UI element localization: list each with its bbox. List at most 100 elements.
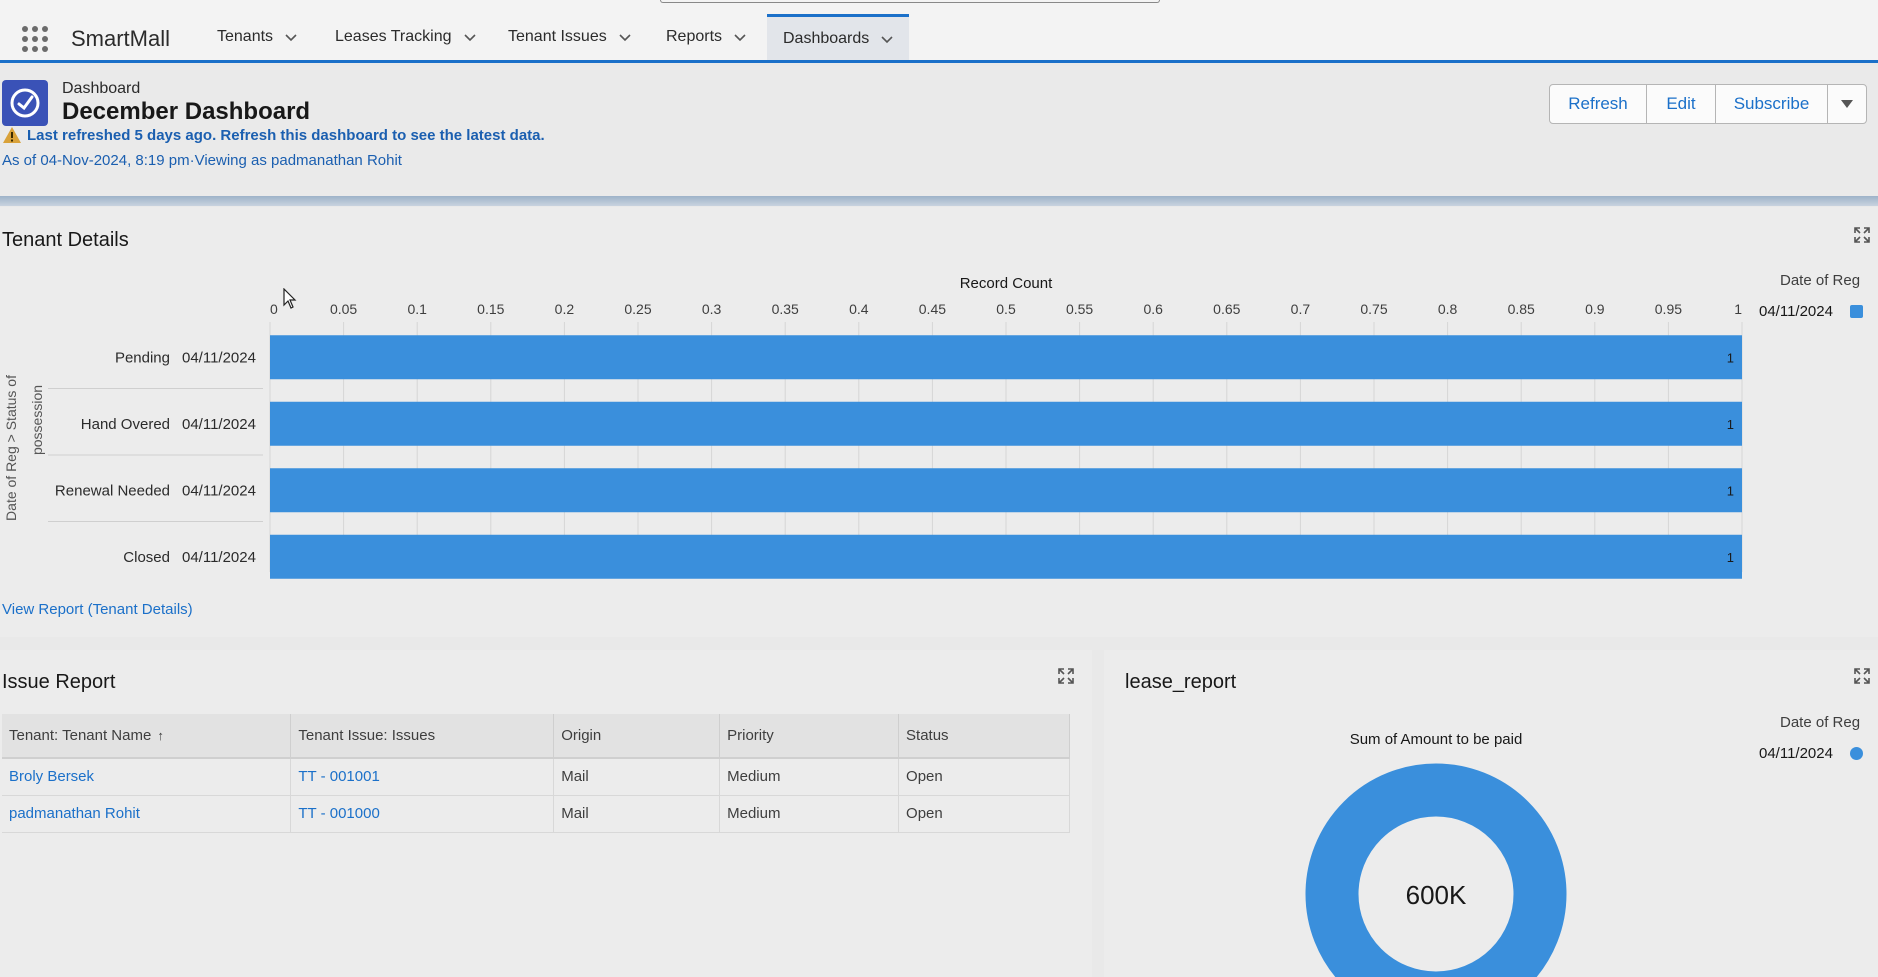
y-axis-title: Date of Reg > Status of possession — [3, 375, 45, 521]
x-tick-label: 0.85 — [1508, 301, 1535, 317]
column-header-origin[interactable]: Origin — [553, 714, 721, 759]
x-tick-label: 0.75 — [1360, 301, 1387, 317]
bar-value-label: 1 — [1727, 550, 1734, 565]
x-axis-title: Record Count — [960, 275, 1053, 292]
view-report-link[interactable]: View Report (Tenant Details) — [2, 601, 193, 618]
issue-link[interactable]: TT - 001000 — [290, 795, 555, 833]
refresh-warning: Last refreshed 5 days ago. Refresh this … — [2, 126, 545, 144]
table-row: padmanathan Rohit TT - 001000 Mail Mediu… — [2, 795, 1070, 833]
legend-item[interactable]: 04/11/2024 — [1759, 745, 1863, 762]
x-tick-label: 0.8 — [1438, 301, 1458, 317]
nav-tab-leases-tracking[interactable]: Leases Tracking — [319, 14, 492, 60]
x-tick-label: 0.4 — [849, 301, 869, 317]
more-actions-button[interactable] — [1828, 85, 1866, 123]
lease-report-title: lease_report — [1125, 671, 1237, 693]
tenant-details-bar-chart: Record Count 0 0.05 0.1 0.15 0.2 0.25 0.3 0.35 0.… — [3, 275, 1743, 579]
legend-item[interactable]: 04/11/2024 — [1759, 303, 1863, 320]
sort-ascending-icon[interactable]: ↑ — [157, 728, 164, 743]
nav-tab-label: Tenants — [217, 28, 274, 45]
tenant-name-link[interactable]: Broly Bersek — [2, 758, 292, 796]
x-tick-label: 0.2 — [555, 301, 575, 317]
caret-down-icon — [1841, 100, 1853, 108]
bar[interactable] — [270, 401, 1742, 446]
chevron-down-icon[interactable] — [463, 31, 476, 43]
app-name: SmartMall — [71, 26, 171, 51]
nav-tab-tenant-issues[interactable]: Tenant Issues — [492, 14, 647, 60]
y-category-label: Closed — [123, 549, 170, 566]
expand-icon[interactable] — [1854, 227, 1870, 243]
bar-value-label: 1 — [1727, 483, 1734, 498]
column-header-issues[interactable]: Tenant Issue: Issues — [290, 714, 555, 759]
tenant-details-title: Tenant Details — [2, 229, 129, 251]
status-cell: Open — [898, 758, 1070, 796]
legend-label: 04/11/2024 — [1759, 303, 1833, 320]
x-tick-label: 0.65 — [1213, 301, 1240, 317]
column-header-tenant-name[interactable]: Tenant: Tenant Name ↑ — [2, 714, 292, 759]
status-cell: Open — [898, 795, 1070, 833]
lease-report-panel — [1104, 650, 1878, 977]
y-subcategory-label: 04/11/2024 — [182, 482, 256, 499]
x-tick-label: 0.55 — [1066, 301, 1093, 317]
x-tick-label: 0.5 — [996, 301, 1016, 317]
column-header-priority[interactable]: Priority — [719, 714, 900, 759]
nav-tab-label: Tenant Issues — [508, 28, 607, 45]
column-header-status[interactable]: Status — [898, 714, 1070, 759]
table-row: Broly Bersek TT - 001001 Mail Medium Ope… — [2, 758, 1070, 796]
expand-icon[interactable] — [1058, 668, 1074, 684]
origin-cell: Mail — [553, 795, 721, 833]
x-tick-label: 0.45 — [919, 301, 946, 317]
column-header-label: Tenant: Tenant Name — [9, 727, 152, 744]
x-tick-label: 0 — [270, 301, 278, 317]
issue-report-table: Tenant: Tenant Name ↑ Tenant Issue: Issue… — [2, 714, 1070, 833]
y-category-label: Hand Overed — [81, 416, 170, 433]
priority-cell: Medium — [719, 795, 900, 833]
chevron-down-icon[interactable] — [285, 31, 297, 43]
y-category-label: Pending — [115, 349, 170, 366]
legend-label: 04/11/2024 — [1759, 745, 1833, 762]
x-tick-label: 0.95 — [1655, 301, 1682, 317]
warning-icon — [3, 127, 21, 143]
warning-text: Last refreshed 5 days ago. Refresh this … — [27, 126, 545, 144]
issue-link[interactable]: TT - 001001 — [290, 758, 555, 796]
nav-tab-reports[interactable]: Reports — [650, 14, 762, 60]
subscribe-button[interactable]: Subscribe — [1716, 85, 1828, 123]
y-subcategory-label: 04/11/2024 — [182, 549, 256, 566]
header-divider — [0, 196, 1878, 206]
x-tick-label: 1 — [1734, 301, 1742, 317]
tenant-name-link[interactable]: padmanathan Rohit — [2, 795, 292, 833]
nav-tab-label: Leases Tracking — [335, 28, 452, 45]
bar[interactable] — [270, 335, 1742, 380]
chevron-down-icon[interactable] — [881, 33, 893, 45]
nav-tab-label: Dashboards — [783, 29, 870, 47]
nav-tab-dashboards[interactable]: Dashboards — [767, 14, 910, 60]
expand-icon[interactable] — [1854, 668, 1870, 684]
dashboard-gauge-icon — [2, 80, 48, 126]
x-tick-label: 0.25 — [624, 301, 651, 317]
page-title: December Dashboard — [62, 98, 311, 125]
nav-tab-tenants[interactable]: Tenants — [201, 14, 313, 60]
x-tick-label: 0.05 — [330, 301, 357, 317]
edit-button[interactable]: Edit — [1647, 85, 1716, 123]
chevron-down-icon[interactable] — [734, 31, 746, 43]
legend-title: Date of Reg — [1780, 272, 1861, 289]
bar-value-label: 1 — [1727, 350, 1734, 365]
nav-tab-label: Reports — [666, 28, 723, 45]
refresh-button[interactable]: Refresh — [1550, 85, 1647, 123]
global-nav-bar: SmartMall Tenants Leases Tracking Tenant… — [0, 0, 1878, 63]
x-tick-label: 0.1 — [407, 301, 427, 317]
legend-swatch — [1849, 747, 1863, 760]
priority-cell: Medium — [719, 758, 900, 796]
y-subcategory-label: 04/11/2024 — [182, 349, 256, 366]
app-launcher-icon[interactable] — [22, 26, 48, 52]
header-button-group: Refresh Edit Subscribe — [1549, 84, 1867, 124]
global-search-edge — [660, 0, 1160, 3]
legend-title: Date of Reg — [1780, 714, 1861, 731]
x-tick-label: 0.7 — [1291, 301, 1311, 317]
bar[interactable] — [270, 534, 1742, 579]
y-category-label: Renewal Needed — [55, 482, 170, 499]
bar[interactable] — [270, 468, 1742, 513]
chevron-down-icon[interactable] — [619, 31, 631, 43]
mouse-cursor-icon — [283, 288, 297, 309]
x-tick-label: 0.6 — [1143, 301, 1163, 317]
legend-swatch — [1849, 305, 1863, 318]
